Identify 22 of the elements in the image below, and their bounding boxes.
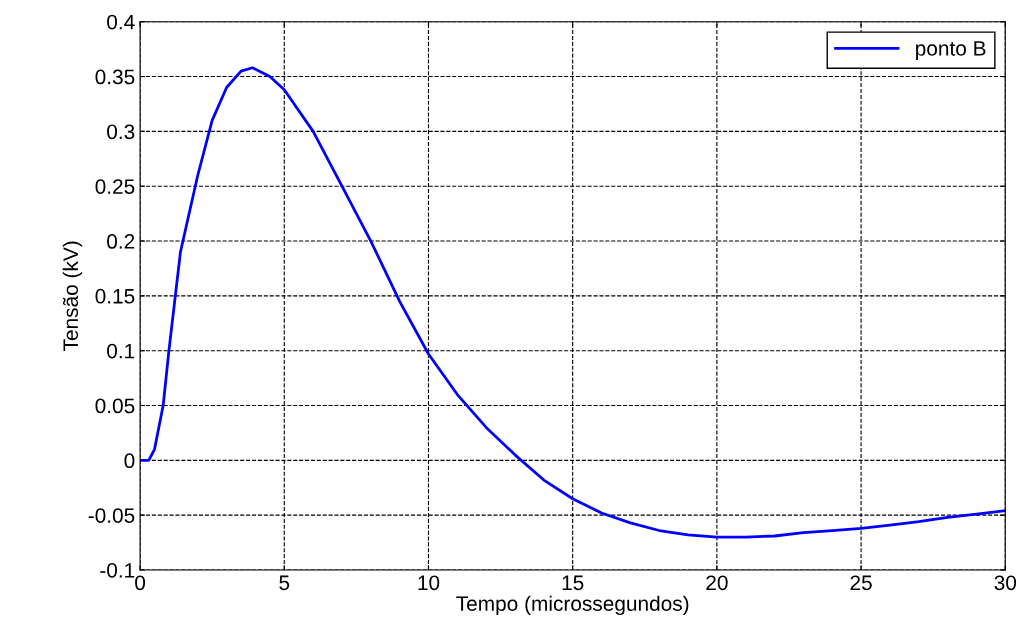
y-tick-label: -0.05 bbox=[88, 508, 135, 523]
x-tick-label: 25 bbox=[850, 575, 872, 591]
x-tick-label: 15 bbox=[562, 575, 584, 591]
y-tick-label: 0.35 bbox=[95, 69, 135, 85]
y-tick-label: 0.25 bbox=[95, 179, 135, 194]
y-tick-label: 0.05 bbox=[95, 398, 135, 414]
x-tick-label: 5 bbox=[279, 575, 290, 591]
y-tick-label: 0.1 bbox=[107, 343, 135, 359]
x-tick-label: 30 bbox=[994, 575, 1017, 591]
y-tick-label: 0.2 bbox=[107, 234, 135, 249]
x-axis-title: Tempo (microssegundos) bbox=[456, 595, 689, 616]
x-tick-label: 20 bbox=[706, 575, 728, 591]
y-tick-label: 0 bbox=[124, 453, 135, 469]
x-tick-label: 10 bbox=[418, 575, 440, 591]
y-tick-label: 0.3 bbox=[107, 124, 135, 140]
x-tick-label: 0 bbox=[135, 575, 146, 591]
legend-label: ponto B bbox=[916, 41, 986, 60]
y-tick-label: 0.15 bbox=[95, 288, 135, 304]
y-tick-label: 0.4 bbox=[107, 14, 135, 30]
y-axis-title: Tensão (kV) bbox=[62, 241, 83, 351]
y-tick-label: -0.1 bbox=[100, 562, 135, 578]
line-series bbox=[140, 66, 1006, 539]
